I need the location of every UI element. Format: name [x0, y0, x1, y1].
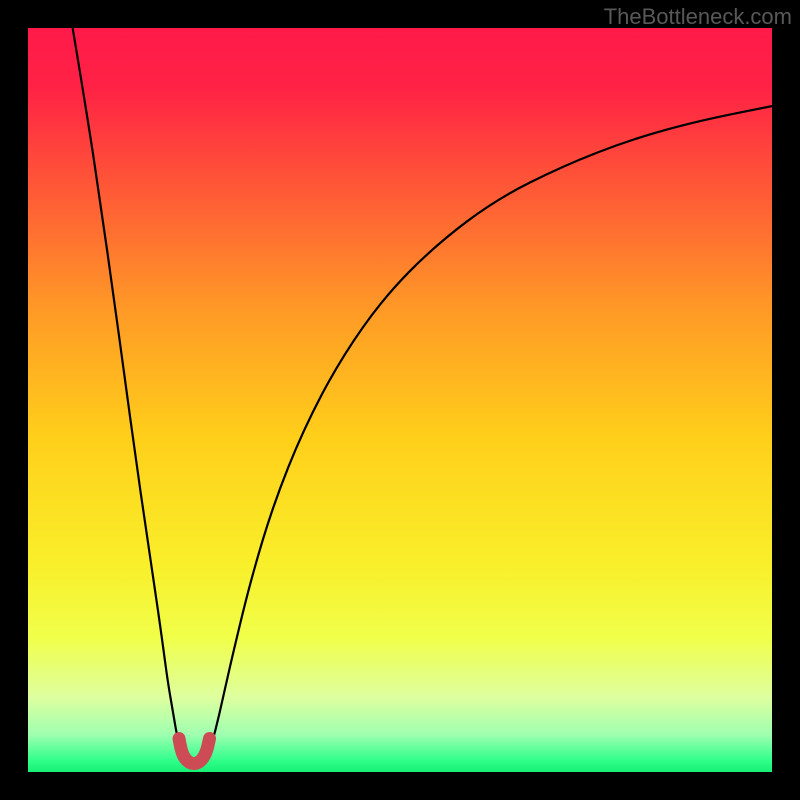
chart-container: TheBottleneck.com	[0, 0, 800, 800]
plot-area	[28, 28, 772, 772]
gradient-background	[28, 28, 772, 772]
watermark-text: TheBottleneck.com	[604, 4, 792, 30]
plot-svg	[28, 28, 772, 772]
